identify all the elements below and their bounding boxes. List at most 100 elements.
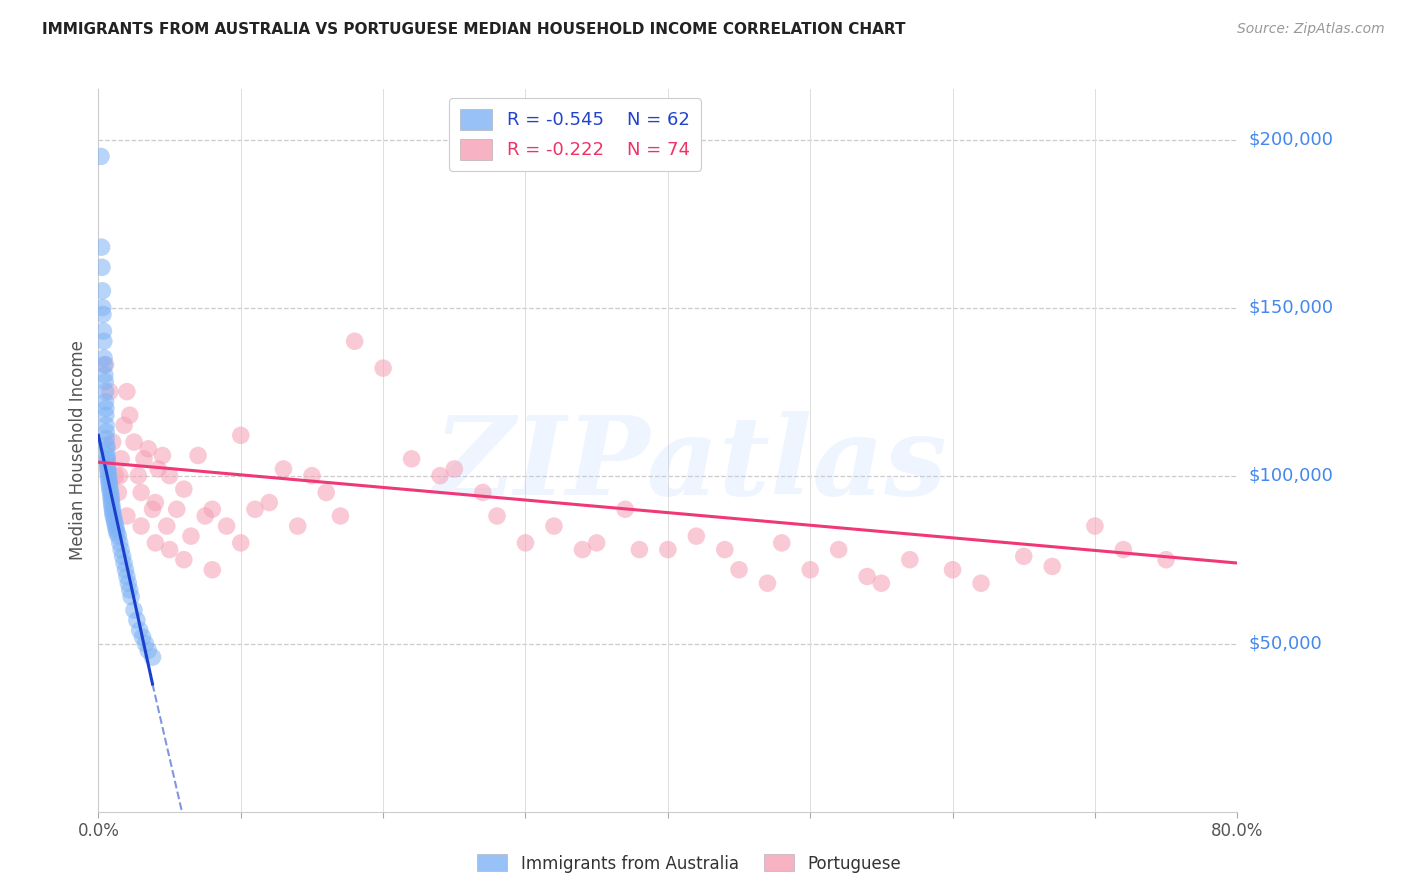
- Point: [429, 468, 451, 483]
- Point: [756, 576, 779, 591]
- Legend: Immigrants from Australia, Portuguese: Immigrants from Australia, Portuguese: [471, 847, 907, 880]
- Point: [112, 418, 135, 433]
- Point: [128, 624, 150, 638]
- Point: [152, 449, 174, 463]
- Point: [94, 375, 117, 389]
- Point: [101, 506, 124, 520]
- Point: [114, 563, 136, 577]
- Point: [118, 582, 141, 597]
- Point: [229, 428, 252, 442]
- Point: [145, 495, 167, 509]
- Point: [98, 384, 121, 399]
- Point: [120, 590, 142, 604]
- Point: [101, 435, 124, 450]
- Point: [486, 508, 509, 523]
- Point: [970, 576, 993, 591]
- Point: [98, 475, 121, 490]
- Point: [97, 468, 120, 483]
- Point: [134, 637, 156, 651]
- Point: [127, 468, 149, 483]
- Point: [1012, 549, 1035, 564]
- Point: [110, 542, 132, 557]
- Point: [91, 307, 114, 321]
- Point: [96, 449, 118, 463]
- Point: [100, 485, 122, 500]
- Point: [870, 576, 893, 591]
- Point: [105, 523, 128, 537]
- Point: [100, 492, 122, 507]
- Point: [93, 351, 115, 365]
- Point: [91, 284, 114, 298]
- Point: [110, 451, 132, 466]
- Point: [101, 502, 124, 516]
- Point: [90, 240, 112, 254]
- Point: [101, 499, 124, 513]
- Point: [156, 519, 179, 533]
- Point: [401, 451, 423, 466]
- Point: [828, 542, 851, 557]
- Point: [685, 529, 707, 543]
- Point: [856, 569, 879, 583]
- Point: [122, 435, 145, 450]
- Point: [148, 462, 170, 476]
- Point: [898, 552, 921, 566]
- Point: [90, 149, 112, 163]
- Point: [107, 529, 129, 543]
- Point: [259, 495, 281, 509]
- Point: [132, 451, 155, 466]
- Point: [103, 512, 125, 526]
- Point: [97, 458, 120, 473]
- Point: [201, 502, 224, 516]
- Point: [96, 432, 118, 446]
- Point: [543, 519, 565, 533]
- Text: $50,000: $50,000: [1249, 635, 1322, 653]
- Text: $150,000: $150,000: [1249, 299, 1333, 317]
- Point: [104, 516, 127, 530]
- Point: [180, 529, 202, 543]
- Point: [94, 408, 117, 422]
- Legend: R = -0.545    N = 62, R = -0.222    N = 74: R = -0.545 N = 62, R = -0.222 N = 74: [449, 98, 700, 170]
- Point: [315, 485, 337, 500]
- Point: [770, 536, 793, 550]
- Point: [93, 334, 115, 349]
- Point: [343, 334, 366, 349]
- Point: [141, 502, 163, 516]
- Point: [799, 563, 821, 577]
- Point: [117, 576, 139, 591]
- Point: [1112, 542, 1135, 557]
- Point: [100, 495, 122, 509]
- Point: [100, 489, 122, 503]
- Point: [108, 468, 131, 483]
- Point: [614, 502, 637, 516]
- Point: [187, 449, 209, 463]
- Point: [471, 485, 494, 500]
- Point: [125, 613, 148, 627]
- Point: [173, 482, 195, 496]
- Point: [1084, 519, 1107, 533]
- Text: Source: ZipAtlas.com: Source: ZipAtlas.com: [1237, 22, 1385, 37]
- Point: [97, 465, 120, 479]
- Point: [93, 358, 115, 372]
- Point: [273, 462, 295, 476]
- Point: [628, 542, 651, 557]
- Point: [942, 563, 965, 577]
- Point: [194, 508, 217, 523]
- Point: [136, 643, 159, 657]
- Point: [94, 358, 117, 372]
- Point: [115, 384, 138, 399]
- Point: [94, 418, 117, 433]
- Point: [714, 542, 737, 557]
- Point: [94, 384, 117, 399]
- Point: [1040, 559, 1063, 574]
- Point: [115, 508, 138, 523]
- Point: [173, 552, 195, 566]
- Point: [515, 536, 537, 550]
- Point: [131, 630, 153, 644]
- Point: [728, 563, 751, 577]
- Point: [301, 468, 323, 483]
- Point: [108, 536, 131, 550]
- Point: [371, 361, 394, 376]
- Point: [94, 368, 117, 382]
- Point: [96, 451, 118, 466]
- Point: [115, 569, 138, 583]
